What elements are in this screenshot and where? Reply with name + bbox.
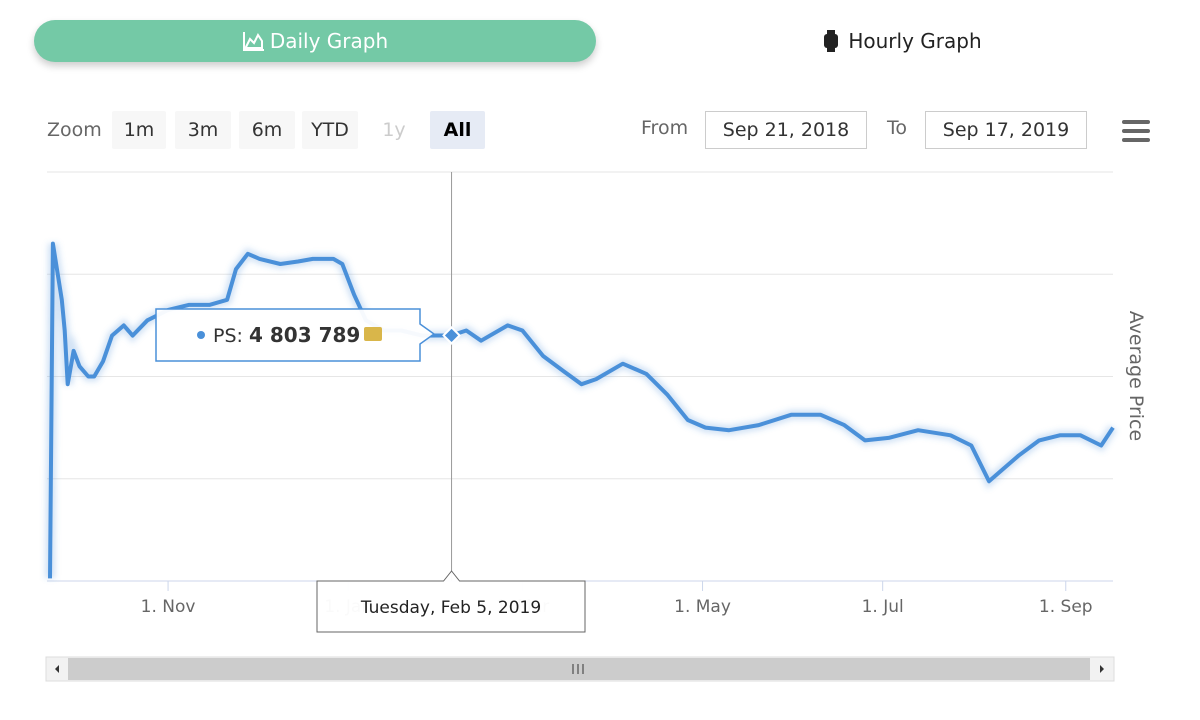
zoom-button[interactable]: 1m: [112, 111, 166, 149]
line-glow: [45, 242, 1118, 579]
x-tick-label: 1. May: [674, 597, 731, 617]
hover-marker: [442, 325, 461, 345]
daily-tab[interactable]: Daily Graph: [34, 20, 596, 62]
zoom-button[interactable]: All: [430, 111, 485, 149]
y-axis-title: Average Price: [1125, 311, 1147, 441]
date-box: [316, 570, 586, 633]
scroll-right[interactable]: [1100, 665, 1104, 673]
to-label: To: [887, 117, 908, 139]
date-label: Tuesday, Feb 5, 2019: [360, 598, 541, 618]
scrollbar-grip: [572, 664, 584, 674]
tooltip-series: PS:: [213, 325, 243, 347]
x-tick-label: 1. Nov: [141, 597, 196, 617]
tooltip-value: 4 803 789: [249, 323, 360, 347]
zoom-button[interactable]: 6m: [239, 111, 295, 149]
line: [48, 241, 1115, 579]
chart-icon: [242, 32, 264, 51]
tooltip-box: [155, 308, 436, 362]
watch-icon: [824, 30, 839, 52]
tab-label: Hourly Graph: [848, 29, 982, 53]
from-label: From: [641, 117, 689, 139]
legend-dot: [197, 331, 205, 339]
zoom-button[interactable]: YTD: [302, 111, 358, 149]
hourly-tab[interactable]: Hourly Graph: [620, 20, 1182, 62]
x-tick-label: 1. Sep: [1039, 597, 1093, 617]
zoom-button: 1y: [366, 111, 422, 149]
zoom-button[interactable]: 3m: [175, 111, 231, 149]
zoom-label: Zoom: [47, 119, 102, 141]
to-input[interactable]: Sep 17, 2019: [925, 111, 1087, 149]
scrollbar-thumb[interactable]: [68, 658, 1090, 680]
tab-label: Daily Graph: [269, 29, 389, 53]
x-tick-label: 1. Jul: [862, 597, 904, 617]
from-input[interactable]: Sep 21, 2018: [705, 111, 867, 149]
coin-icon: [364, 327, 382, 341]
menu-button[interactable]: [1120, 118, 1152, 144]
scroll-left[interactable]: [55, 665, 59, 673]
